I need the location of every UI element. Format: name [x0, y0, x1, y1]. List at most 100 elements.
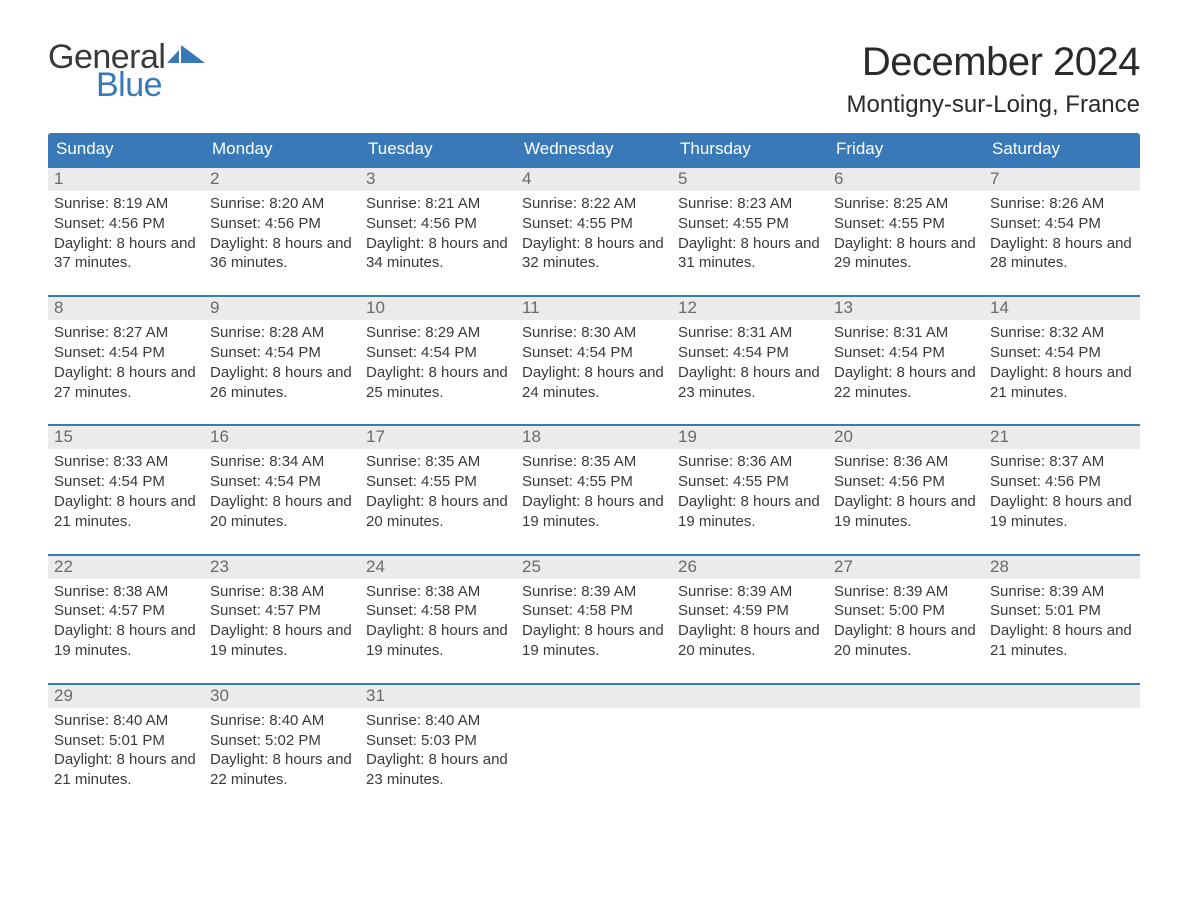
day-number-row: 4 — [516, 168, 672, 191]
sunset-line: Sunset: 5:01 PM — [54, 731, 198, 751]
day-cell: 22Sunrise: 8:38 AMSunset: 4:57 PMDayligh… — [48, 556, 204, 665]
day-number: 15 — [54, 427, 73, 446]
sunset-line: Sunset: 5:01 PM — [990, 601, 1134, 621]
sunrise-line: Sunrise: 8:19 AM — [54, 194, 198, 214]
weekday-header: Wednesday — [516, 133, 672, 166]
sunset-line: Sunset: 4:55 PM — [522, 472, 666, 492]
daylight-line: Daylight: 8 hours and 25 minutes. — [366, 363, 510, 403]
day-number-row: 16 — [204, 426, 360, 449]
day-cell: . — [516, 685, 672, 794]
page-header: General Blue December 2024 Montigny-sur-… — [48, 40, 1140, 119]
day-details: Sunrise: 8:32 AMSunset: 4:54 PMDaylight:… — [990, 323, 1134, 402]
weekday-header-row: SundayMondayTuesdayWednesdayThursdayFrid… — [48, 133, 1140, 166]
day-details: Sunrise: 8:40 AMSunset: 5:01 PMDaylight:… — [54, 711, 198, 790]
flag-icon — [167, 43, 207, 69]
day-number-row: . — [672, 685, 828, 708]
day-cell: . — [672, 685, 828, 794]
daylight-line: Daylight: 8 hours and 36 minutes. — [210, 234, 354, 274]
day-cell: 28Sunrise: 8:39 AMSunset: 5:01 PMDayligh… — [984, 556, 1140, 665]
day-number-row: 12 — [672, 297, 828, 320]
sunset-line: Sunset: 4:54 PM — [54, 472, 198, 492]
daylight-line: Daylight: 8 hours and 28 minutes. — [990, 234, 1134, 274]
sunset-line: Sunset: 5:03 PM — [366, 731, 510, 751]
day-cell: 23Sunrise: 8:38 AMSunset: 4:57 PMDayligh… — [204, 556, 360, 665]
day-cell: 4Sunrise: 8:22 AMSunset: 4:55 PMDaylight… — [516, 168, 672, 277]
day-number: 9 — [210, 298, 219, 317]
day-cell: 8Sunrise: 8:27 AMSunset: 4:54 PMDaylight… — [48, 297, 204, 406]
day-details: Sunrise: 8:20 AMSunset: 4:56 PMDaylight:… — [210, 194, 354, 273]
sunrise-line: Sunrise: 8:31 AM — [834, 323, 978, 343]
day-number: 22 — [54, 557, 73, 576]
daylight-line: Daylight: 8 hours and 20 minutes. — [210, 492, 354, 532]
week-row: 22 Sunrise: 8:38 AMSunset: 4:57 PMDayligh… — [48, 554, 1140, 665]
day-number-row: 9 — [204, 297, 360, 320]
day-number: 28 — [990, 557, 1009, 576]
day-number-row: 30 — [204, 685, 360, 708]
day-number-row: . — [516, 685, 672, 708]
sunset-line: Sunset: 4:54 PM — [210, 343, 354, 363]
sunrise-line: Sunrise: 8:23 AM — [678, 194, 822, 214]
sunset-line: Sunset: 5:02 PM — [210, 731, 354, 751]
sunrise-line: Sunrise: 8:36 AM — [834, 452, 978, 472]
weekday-header: Saturday — [984, 133, 1140, 166]
day-number-row: 6 — [828, 168, 984, 191]
day-details: Sunrise: 8:34 AMSunset: 4:54 PMDaylight:… — [210, 452, 354, 531]
sunset-line: Sunset: 4:55 PM — [834, 214, 978, 234]
day-details: Sunrise: 8:38 AMSunset: 4:57 PMDaylight:… — [210, 582, 354, 661]
day-number-row: 20 — [828, 426, 984, 449]
day-number-row: 15 — [48, 426, 204, 449]
day-cell: 26Sunrise: 8:39 AMSunset: 4:59 PMDayligh… — [672, 556, 828, 665]
day-cell: 7Sunrise: 8:26 AMSunset: 4:54 PMDaylight… — [984, 168, 1140, 277]
daylight-line: Daylight: 8 hours and 27 minutes. — [54, 363, 198, 403]
day-number-row: 5 — [672, 168, 828, 191]
day-number-row: . — [828, 685, 984, 708]
day-number-row: 28 — [984, 556, 1140, 579]
day-number-row: 31 — [360, 685, 516, 708]
sunrise-line: Sunrise: 8:36 AM — [678, 452, 822, 472]
sunset-line: Sunset: 4:54 PM — [522, 343, 666, 363]
weekday-header: Tuesday — [360, 133, 516, 166]
day-details: Sunrise: 8:28 AMSunset: 4:54 PMDaylight:… — [210, 323, 354, 402]
daylight-line: Daylight: 8 hours and 20 minutes. — [366, 492, 510, 532]
day-number-row: 24 — [360, 556, 516, 579]
sunset-line: Sunset: 4:56 PM — [54, 214, 198, 234]
sunrise-line: Sunrise: 8:27 AM — [54, 323, 198, 343]
daylight-line: Daylight: 8 hours and 24 minutes. — [522, 363, 666, 403]
sunrise-line: Sunrise: 8:22 AM — [522, 194, 666, 214]
sunset-line: Sunset: 4:54 PM — [990, 214, 1134, 234]
day-details: Sunrise: 8:19 AMSunset: 4:56 PMDaylight:… — [54, 194, 198, 273]
day-cell: 13 Sunrise: 8:31 AMSunset: 4:54 PMDayligh… — [828, 297, 984, 406]
sunrise-line: Sunrise: 8:37 AM — [990, 452, 1134, 472]
day-cell: 1Sunrise: 8:19 AMSunset: 4:56 PMDaylight… — [48, 168, 204, 277]
day-number: 20 — [834, 427, 853, 446]
day-number: 14 — [990, 298, 1009, 317]
sunset-line: Sunset: 4:56 PM — [990, 472, 1134, 492]
day-cell: 14 Sunrise: 8:32 AMSunset: 4:54 PMDayligh… — [984, 297, 1140, 406]
logo: General Blue — [48, 40, 207, 102]
day-cell: 16 Sunrise: 8:34 AMSunset: 4:54 PMDayligh… — [204, 426, 360, 535]
sunrise-line: Sunrise: 8:35 AM — [366, 452, 510, 472]
daylight-line: Daylight: 8 hours and 22 minutes. — [834, 363, 978, 403]
sunset-line: Sunset: 4:54 PM — [366, 343, 510, 363]
day-details: Sunrise: 8:33 AMSunset: 4:54 PMDaylight:… — [54, 452, 198, 531]
day-cell: 6Sunrise: 8:25 AMSunset: 4:55 PMDaylight… — [828, 168, 984, 277]
day-number: 16 — [210, 427, 229, 446]
daylight-line: Daylight: 8 hours and 19 minutes. — [990, 492, 1134, 532]
day-details: Sunrise: 8:39 AMSunset: 4:58 PMDaylight:… — [522, 582, 666, 661]
day-details: Sunrise: 8:21 AMSunset: 4:56 PMDaylight:… — [366, 194, 510, 273]
day-details: Sunrise: 8:31 AMSunset: 4:54 PMDaylight:… — [834, 323, 978, 402]
day-number-row: 13 — [828, 297, 984, 320]
day-number-row: 11 — [516, 297, 672, 320]
sunrise-line: Sunrise: 8:29 AM — [366, 323, 510, 343]
day-details: Sunrise: 8:36 AMSunset: 4:55 PMDaylight:… — [678, 452, 822, 531]
sunset-line: Sunset: 4:54 PM — [990, 343, 1134, 363]
day-cell: 9 Sunrise: 8:28 AMSunset: 4:54 PMDaylight… — [204, 297, 360, 406]
day-number: 6 — [834, 169, 843, 188]
daylight-line: Daylight: 8 hours and 34 minutes. — [366, 234, 510, 274]
sunrise-line: Sunrise: 8:40 AM — [54, 711, 198, 731]
day-number-row: 10 — [360, 297, 516, 320]
sunrise-line: Sunrise: 8:20 AM — [210, 194, 354, 214]
sunrise-line: Sunrise: 8:39 AM — [678, 582, 822, 602]
day-number: 31 — [366, 686, 385, 705]
day-number: 24 — [366, 557, 385, 576]
